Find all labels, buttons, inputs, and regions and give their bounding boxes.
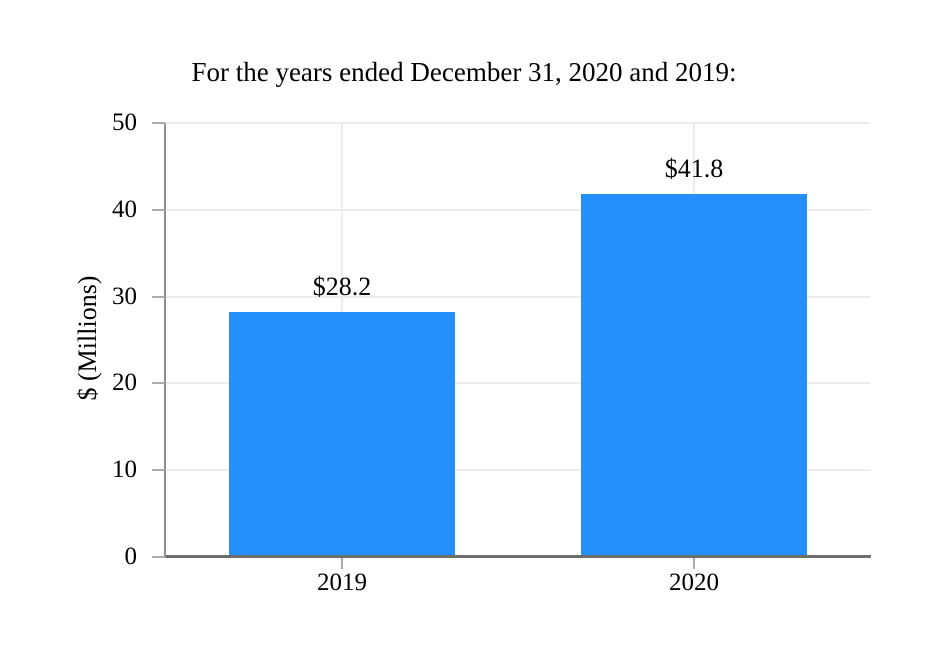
- y-tick-label: 40: [112, 195, 137, 223]
- x-tick-label: 2019: [317, 569, 367, 596]
- bar: [229, 312, 455, 557]
- y-axis-tick: [152, 469, 165, 472]
- y-axis-tick: [152, 295, 165, 298]
- x-axis-line: [166, 555, 871, 558]
- x-axis-tick: [341, 558, 343, 569]
- y-axis-tick: [152, 122, 165, 124]
- horizontal-gridline: [166, 122, 870, 124]
- y-tick-label: 50: [112, 109, 137, 136]
- bar-value-label: $41.8: [664, 154, 724, 184]
- x-tick-label: 2020: [669, 569, 719, 596]
- y-tick-label: 30: [112, 282, 137, 310]
- y-axis-tick: [152, 556, 165, 558]
- horizontal-gridline: [166, 295, 870, 298]
- chart-title: For the years ended December 31, 2020 an…: [191, 57, 737, 87]
- bar: [581, 194, 807, 557]
- y-tick-label: 0: [124, 543, 138, 570]
- bar-value-label: $28.2: [312, 272, 372, 302]
- y-tick-label: 10: [112, 456, 137, 484]
- y-axis-line: [164, 123, 166, 558]
- horizontal-gridline: [166, 208, 870, 211]
- horizontal-gridline: [166, 382, 870, 385]
- y-tick-label: 20: [112, 369, 137, 397]
- y-axis-tick: [152, 208, 165, 211]
- horizontal-gridline: [166, 469, 870, 472]
- x-axis-tick: [693, 558, 695, 569]
- y-axis-tick: [152, 382, 165, 385]
